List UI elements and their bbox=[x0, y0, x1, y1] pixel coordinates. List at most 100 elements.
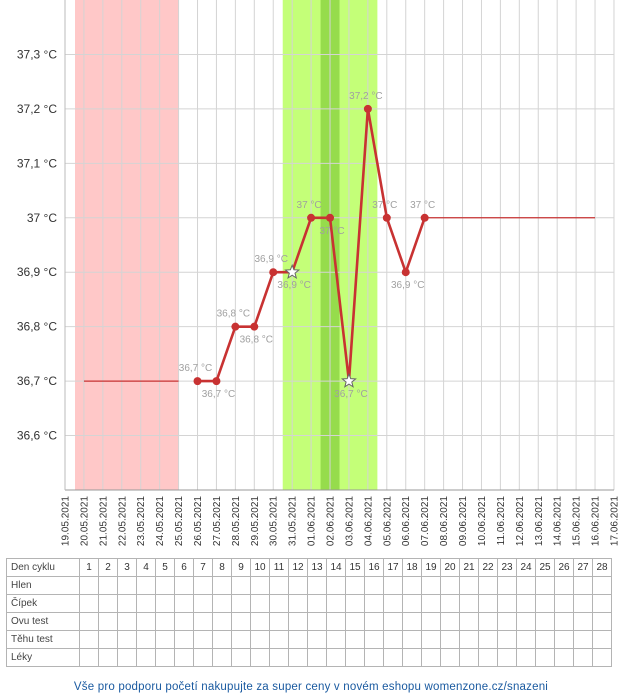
table-cell bbox=[117, 594, 137, 613]
table-cell bbox=[554, 630, 574, 649]
table-cell bbox=[478, 648, 498, 667]
cycle-day-number: 24 bbox=[516, 558, 536, 577]
x-tick-label: 14.06.2021 bbox=[553, 496, 564, 546]
table-cell bbox=[345, 594, 365, 613]
cycle-day-number: 16 bbox=[364, 558, 384, 577]
cycle-day-number: 22 bbox=[478, 558, 498, 577]
table-cell bbox=[345, 648, 365, 667]
point-value-label: 37,2 °C bbox=[349, 91, 382, 102]
table-cell bbox=[193, 648, 213, 667]
x-tick-label: 29.05.2021 bbox=[250, 496, 261, 546]
table-cell bbox=[117, 648, 137, 667]
table-cell bbox=[307, 648, 327, 667]
y-tick-label: 37,3 °C bbox=[17, 47, 57, 61]
cycle-day-number: 26 bbox=[554, 558, 574, 577]
table-cell bbox=[459, 612, 479, 631]
x-tick-label: 23.05.2021 bbox=[136, 496, 147, 546]
table-cell bbox=[174, 630, 194, 649]
table-cell bbox=[459, 648, 479, 667]
table-row: Čípek bbox=[6, 594, 612, 613]
table-cell bbox=[174, 612, 194, 631]
eshop-promo-link[interactable]: Vše pro podporu početí nakupujte za supe… bbox=[73, 681, 549, 693]
table-cell bbox=[364, 576, 384, 595]
cycle-day-number: 27 bbox=[573, 558, 593, 577]
data-point bbox=[212, 377, 221, 386]
x-tick-label: 27.05.2021 bbox=[212, 496, 223, 546]
table-cell bbox=[345, 630, 365, 649]
y-tick-label: 36,8 °C bbox=[17, 320, 57, 334]
chart-grid bbox=[64, 0, 615, 491]
table-cell bbox=[117, 630, 137, 649]
table-cell bbox=[421, 630, 441, 649]
table-cell bbox=[535, 612, 555, 631]
point-value-label: 36,7 °C bbox=[179, 363, 212, 374]
data-point bbox=[193, 377, 202, 386]
y-tick-label: 37,1 °C bbox=[17, 156, 57, 170]
table-cell bbox=[269, 576, 289, 595]
table-cell bbox=[402, 576, 422, 595]
table-cell bbox=[421, 612, 441, 631]
menstruation-band bbox=[75, 0, 179, 490]
table-cell bbox=[231, 594, 251, 613]
table-cell bbox=[592, 612, 612, 631]
table-cell bbox=[554, 648, 574, 667]
table-cell bbox=[98, 594, 118, 613]
table-cell bbox=[155, 612, 175, 631]
table-cell bbox=[345, 576, 365, 595]
table-cell bbox=[269, 648, 289, 667]
table-cell bbox=[459, 576, 479, 595]
table-cell bbox=[307, 630, 327, 649]
point-value-label: 37 °C bbox=[297, 200, 322, 211]
data-point bbox=[382, 213, 391, 222]
table-cell bbox=[592, 648, 612, 667]
point-value-label: 36,7 °C bbox=[334, 389, 367, 400]
table-cell bbox=[345, 612, 365, 631]
x-tick-label: 08.06.2021 bbox=[439, 496, 450, 546]
cycle-day-number: 18 bbox=[402, 558, 422, 577]
data-point bbox=[401, 268, 410, 277]
table-cell bbox=[117, 612, 137, 631]
cycle-day-number: 12 bbox=[288, 558, 308, 577]
cycle-day-number: 20 bbox=[440, 558, 460, 577]
table-cell bbox=[136, 648, 156, 667]
table-cell bbox=[402, 648, 422, 667]
table-cell bbox=[250, 648, 270, 667]
table-cell bbox=[269, 612, 289, 631]
temperature-series bbox=[193, 104, 429, 388]
cycle-day-number: 6 bbox=[174, 558, 194, 577]
x-tick-label: 13.06.2021 bbox=[534, 496, 545, 546]
cycle-day-number: 3 bbox=[117, 558, 137, 577]
table-cell bbox=[212, 630, 232, 649]
cycle-day-number: 11 bbox=[269, 558, 289, 577]
x-tick-label: 06.06.2021 bbox=[401, 496, 412, 546]
cycle-day-number: 17 bbox=[383, 558, 403, 577]
table-cell bbox=[231, 648, 251, 667]
table-cell bbox=[535, 576, 555, 595]
table-row: Léky bbox=[6, 648, 612, 667]
table-cell bbox=[269, 630, 289, 649]
table-cell bbox=[459, 630, 479, 649]
table-cell bbox=[212, 594, 232, 613]
x-tick-label: 19.05.2021 bbox=[61, 496, 72, 546]
cycle-day-number: 8 bbox=[212, 558, 232, 577]
table-cell bbox=[535, 594, 555, 613]
table-cell bbox=[573, 612, 593, 631]
table-cell bbox=[402, 612, 422, 631]
table-cell bbox=[326, 612, 346, 631]
table-cell bbox=[98, 576, 118, 595]
table-cell bbox=[554, 612, 574, 631]
y-tick-label: 37,2 °C bbox=[17, 102, 57, 116]
table-cell bbox=[383, 576, 403, 595]
table-cell bbox=[288, 594, 308, 613]
row-header: Den cyklu bbox=[6, 558, 80, 577]
table-cell bbox=[155, 648, 175, 667]
table-cell bbox=[307, 612, 327, 631]
x-tick-label: 26.05.2021 bbox=[193, 496, 204, 546]
table-cell bbox=[288, 648, 308, 667]
data-point bbox=[231, 322, 240, 331]
table-cell bbox=[307, 594, 327, 613]
table-cell bbox=[250, 612, 270, 631]
table-cell bbox=[516, 648, 536, 667]
cycle-day-number: 25 bbox=[535, 558, 555, 577]
table-cell bbox=[174, 576, 194, 595]
